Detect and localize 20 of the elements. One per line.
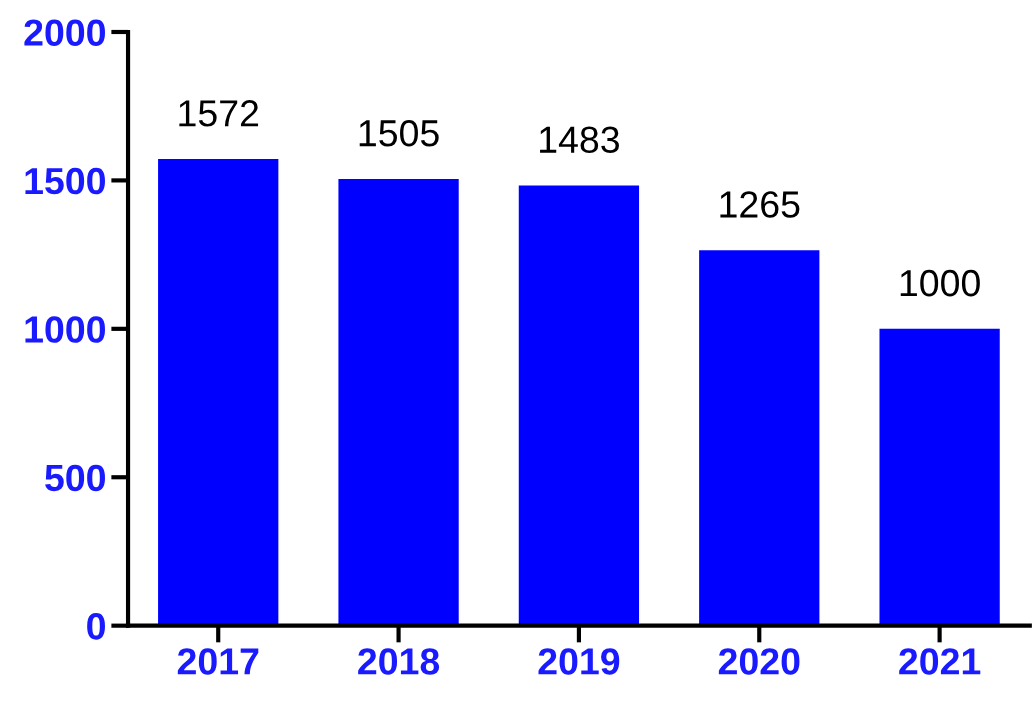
x-tick-label: 2017 [177,648,259,675]
x-tick-label: 2019 [538,648,620,675]
bar [338,178,459,626]
y-tick-label: 500 [45,464,105,492]
data-label: 1505 [359,119,439,147]
data-label: 1572 [179,100,259,127]
bar [699,250,820,626]
bar [158,159,279,626]
y-tick-label: 2000 [24,19,105,46]
bar [518,185,640,626]
x-tick-label: 2018 [358,648,440,675]
y-tick-label: 1000 [25,316,105,343]
x-tick-label: 2021 [899,648,981,675]
data-label: 1265 [720,191,800,218]
data-label: 1000 [900,269,980,297]
y-tick-label: 0 [87,613,105,640]
x-tick-label: 2020 [718,648,800,675]
data-label: 1483 [540,126,619,154]
bar [879,328,1000,626]
y-tick-label: 1500 [25,167,105,195]
